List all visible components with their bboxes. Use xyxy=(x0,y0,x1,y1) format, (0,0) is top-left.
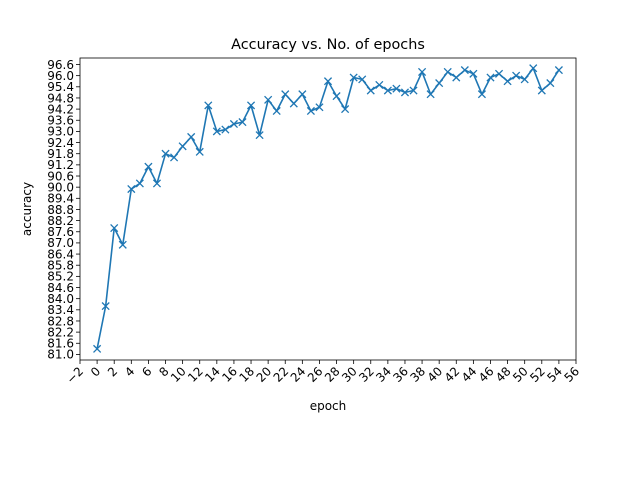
data-point xyxy=(281,90,290,99)
data-point xyxy=(512,71,521,80)
data-point xyxy=(93,344,102,353)
y-tick-label: 85.8 xyxy=(47,259,74,273)
y-tick-label: 87.6 xyxy=(47,225,74,239)
y-tick-label: 82.2 xyxy=(47,325,74,339)
data-point xyxy=(469,69,478,78)
plot-frame xyxy=(79,57,577,361)
data-point xyxy=(101,302,110,311)
y-tick-label: 92.4 xyxy=(47,136,74,150)
x-tick-label: 6 xyxy=(139,364,154,379)
y-tick-label: 90.6 xyxy=(47,169,74,183)
y-tick-label: 94.2 xyxy=(47,102,74,116)
data-point xyxy=(170,153,179,162)
data-point xyxy=(315,103,324,112)
y-tick-label: 85.2 xyxy=(47,270,74,284)
data-point xyxy=(229,119,238,129)
data-point xyxy=(178,142,187,151)
data-point xyxy=(520,75,529,84)
series-layer xyxy=(93,64,563,353)
y-tick-label: 84.0 xyxy=(47,292,74,306)
y-tick-label: 93.6 xyxy=(47,114,74,128)
data-point xyxy=(204,101,213,110)
y-tick-label: 96.6 xyxy=(47,58,74,72)
chart-title: Accuracy vs. No. of epochs xyxy=(231,37,425,53)
plot-area xyxy=(80,58,576,360)
data-point xyxy=(306,106,315,116)
x-tick-label: 56 xyxy=(561,364,582,385)
y-tick-label: 87.0 xyxy=(47,236,74,250)
y-tick-label: 91.8 xyxy=(47,147,74,161)
data-point xyxy=(272,106,281,116)
y-tick-label: 93.0 xyxy=(47,125,74,139)
data-point xyxy=(341,105,350,114)
y-tick-label: 95.4 xyxy=(47,80,74,94)
data-point xyxy=(212,127,221,136)
y-tick-label: 91.2 xyxy=(47,158,74,172)
y-tick-label: 90.0 xyxy=(47,180,74,194)
y-tick-label: 84.6 xyxy=(47,281,74,295)
y-tick-label: 83.4 xyxy=(47,303,74,317)
data-point xyxy=(323,77,333,86)
x-axis: −2 0 2 4 6 8101214161820222426283032343638404… xyxy=(64,360,582,387)
y-tick-label: 82.8 xyxy=(47,314,74,328)
data-point xyxy=(349,73,358,82)
data-point xyxy=(161,149,170,158)
data-point xyxy=(238,118,247,127)
x-tick-label: −2 xyxy=(64,364,86,386)
data-point xyxy=(529,64,538,73)
data-point xyxy=(110,223,119,233)
data-point xyxy=(118,240,127,249)
x-tick-label: 0 xyxy=(88,364,103,379)
data-point xyxy=(537,86,546,95)
data-point xyxy=(332,92,341,101)
data-point xyxy=(135,179,144,188)
data-point xyxy=(144,162,153,171)
data-point xyxy=(426,90,435,99)
data-point xyxy=(494,69,504,78)
y-tick-label: 88.2 xyxy=(47,214,74,228)
data-point xyxy=(503,77,512,86)
data-point xyxy=(400,88,410,97)
data-point xyxy=(255,131,264,140)
data-point xyxy=(554,66,563,75)
data-point xyxy=(289,99,298,108)
y-tick-label: 86.4 xyxy=(47,247,74,261)
data-point xyxy=(127,184,136,194)
data-point xyxy=(195,147,204,156)
data-point xyxy=(246,101,256,110)
y-axis-label: accuracy xyxy=(20,182,34,236)
data-point xyxy=(298,90,307,99)
data-point xyxy=(460,66,469,75)
data-point xyxy=(486,73,495,82)
data-point xyxy=(409,86,418,95)
data-point xyxy=(477,90,486,99)
data-point xyxy=(221,125,230,134)
data-point xyxy=(452,73,461,82)
data-point xyxy=(358,75,367,84)
data-point xyxy=(366,86,375,95)
data-point xyxy=(187,132,196,142)
data-point xyxy=(375,80,384,90)
data-point xyxy=(392,84,401,93)
y-tick-label: 96.0 xyxy=(47,69,74,83)
data-point xyxy=(383,86,392,95)
y-tick-label: 81.6 xyxy=(47,337,74,351)
data-point xyxy=(435,79,444,88)
y-axis: 81.081.682.282.883.484.084.685.285.886.4… xyxy=(47,58,80,362)
data-point xyxy=(443,67,452,76)
data-point xyxy=(418,67,427,76)
data-point xyxy=(152,179,162,188)
x-tick-label: 4 xyxy=(122,364,137,379)
data-point xyxy=(546,79,555,88)
y-tick-label: 94.8 xyxy=(47,91,74,105)
y-tick-label: 81.0 xyxy=(47,348,74,362)
y-tick-label: 89.4 xyxy=(47,192,74,206)
x-tick-label: 2 xyxy=(105,364,120,379)
y-tick-label: 88.8 xyxy=(47,203,74,217)
data-point xyxy=(264,95,273,104)
x-axis-label: epoch xyxy=(310,399,347,413)
